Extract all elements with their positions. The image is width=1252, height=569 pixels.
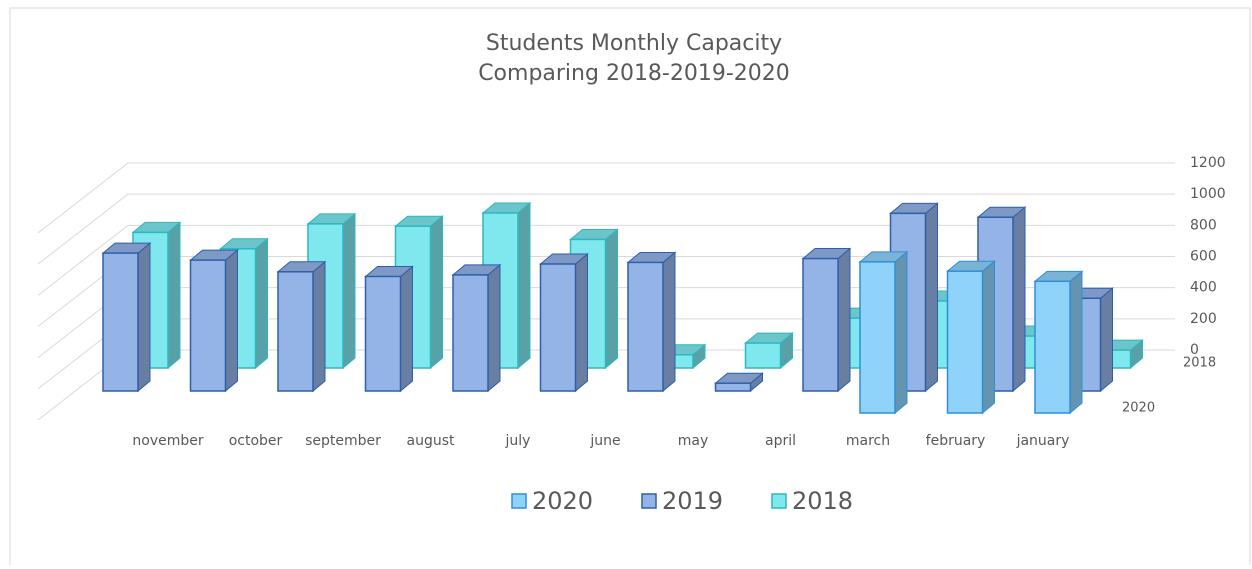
bar <box>744 342 782 369</box>
bar-side <box>342 212 356 370</box>
legend-swatch <box>641 493 657 509</box>
grid-line <box>37 162 1175 234</box>
x-tick-label: june <box>589 433 620 449</box>
x-tick-label: september <box>305 433 381 449</box>
bar <box>946 270 984 414</box>
chart-subtitle: Comparing 2018-2019-2020 <box>478 61 790 86</box>
bar-side <box>1100 287 1113 393</box>
y-tick-label: 1000 <box>1190 186 1226 202</box>
bar <box>627 261 664 392</box>
bar-side <box>312 260 326 393</box>
legend-label: 2020 <box>532 487 593 515</box>
row-label: 2018 <box>1183 356 1216 371</box>
bar <box>189 259 227 392</box>
bar-side <box>1012 206 1026 393</box>
bar-side <box>575 252 588 393</box>
bar-side <box>487 263 501 393</box>
bar-side <box>517 201 531 370</box>
bar-side <box>430 215 443 370</box>
grid-line <box>37 224 1175 296</box>
bar-side <box>605 228 618 370</box>
x-tick-label: may <box>678 433 709 449</box>
bar-side <box>837 247 851 393</box>
bar-side <box>1069 270 1083 415</box>
bar <box>102 252 139 392</box>
x-tick-label: march <box>846 433 890 449</box>
bar-side <box>137 242 151 393</box>
bar-side <box>662 251 676 393</box>
row-label: 2020 <box>1122 401 1155 416</box>
y-tick-label: 200 <box>1190 311 1217 327</box>
bar <box>364 275 402 392</box>
y-tick-label: 800 <box>1190 217 1217 233</box>
bar <box>452 274 489 392</box>
legend-swatch <box>511 493 527 509</box>
bar <box>714 382 752 392</box>
bar-side <box>894 250 908 415</box>
bar <box>1034 280 1071 414</box>
bar <box>277 271 314 392</box>
bar-side <box>225 249 238 393</box>
y-tick-label: 0 <box>1190 342 1199 358</box>
bar-side <box>167 221 181 370</box>
bar-side <box>925 202 938 393</box>
bar-side <box>255 237 268 370</box>
legend-swatch <box>771 493 787 509</box>
y-tick-label: 400 <box>1190 280 1217 296</box>
x-tick-label: october <box>229 433 283 449</box>
bar-side <box>982 260 995 415</box>
legend-label: 2019 <box>662 487 723 515</box>
y-tick-label: 1200 <box>1190 155 1226 171</box>
x-tick-label: november <box>132 433 203 449</box>
legend-label: 2018 <box>792 487 853 515</box>
y-tick-label: 600 <box>1190 249 1217 265</box>
bar <box>802 257 839 392</box>
chart-title: Students Monthly Capacity <box>486 31 782 56</box>
bar <box>539 263 577 392</box>
x-tick-label: april <box>765 433 796 449</box>
x-tick-label: august <box>407 433 456 449</box>
x-tick-label: february <box>926 433 986 449</box>
grid-line <box>37 193 1175 265</box>
x-tick-label: january <box>1016 433 1070 449</box>
bar <box>859 261 896 414</box>
x-tick-label: july <box>505 433 531 449</box>
bar-side <box>400 265 413 393</box>
